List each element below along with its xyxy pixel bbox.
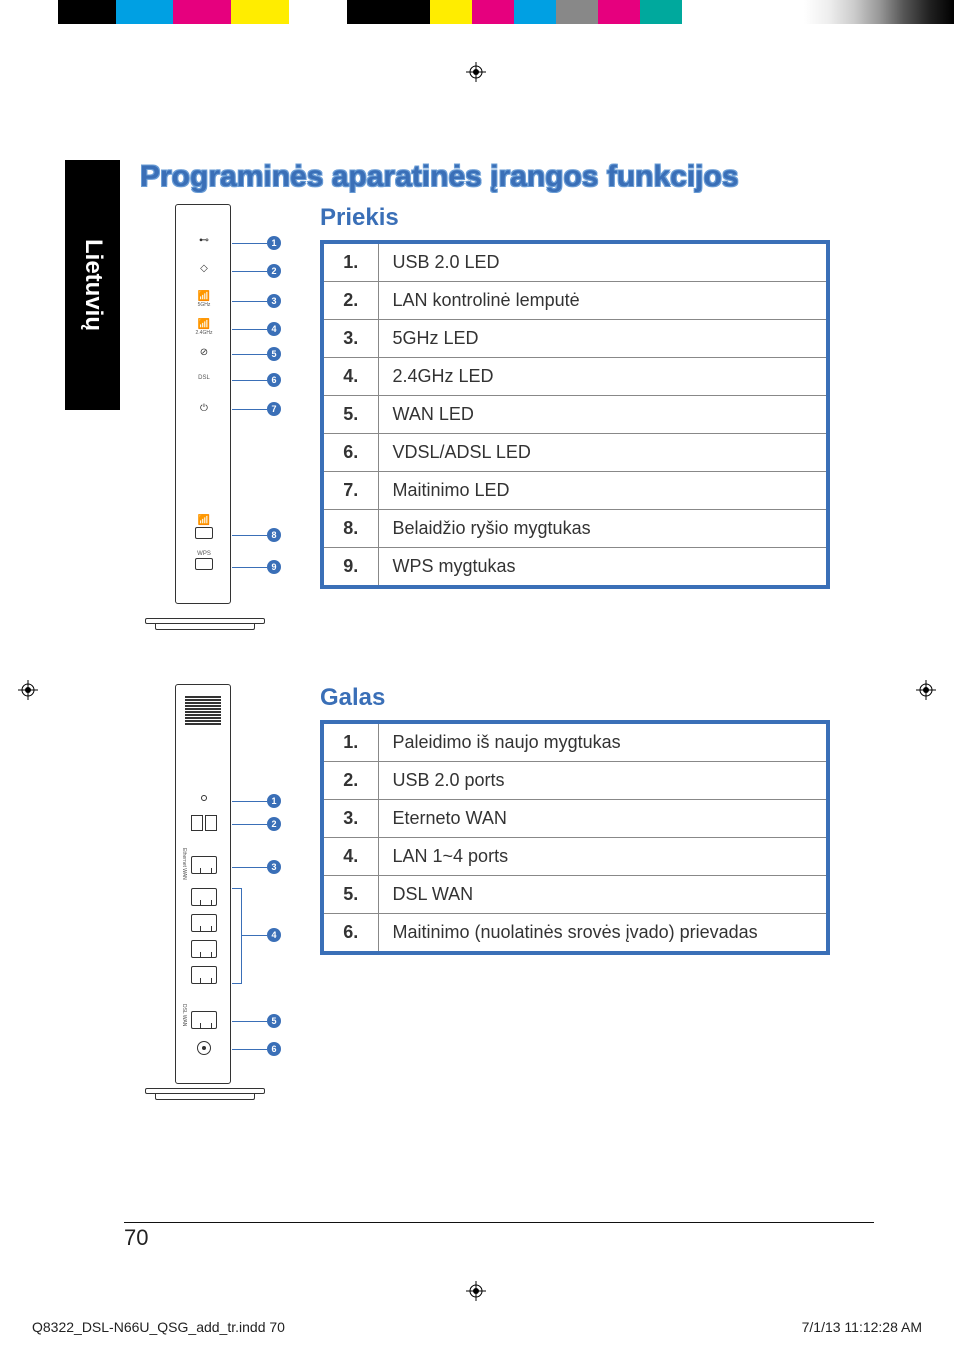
ethernet-port-icon: [191, 888, 217, 906]
callout-2: 2: [232, 264, 281, 278]
footer-timestamp: 7/1/13 11:12:28 AM: [802, 1319, 922, 1335]
table-row: 7.Maitinimo LED: [322, 472, 828, 510]
dc-port-icon: [197, 1041, 211, 1055]
front-diagram: ⊷ ◇ 📶5GHz 📶2.4GHz ⊘ DSL ⏻ 📶 WPS 1 2 3 4 …: [140, 204, 290, 644]
ethernet-port-icon: [191, 914, 217, 932]
table-row: 1.USB 2.0 LED: [322, 242, 828, 282]
registration-mark-bottom: [466, 1281, 486, 1301]
table-row: 6.VDSL/ADSL LED: [322, 434, 828, 472]
ethernet-port-icon: [191, 856, 217, 874]
registration-mark-top: [466, 62, 486, 82]
reset-hole-icon: [201, 795, 207, 801]
callout-r3: 3: [232, 860, 281, 874]
label-24ghz: 2.4GHz: [176, 330, 232, 336]
gradient-strip: [804, 0, 954, 24]
language-label: Lietuvių: [79, 239, 107, 331]
rear-diagram: Ethernet WAN DSL WAN 1 2 3 4 5 6: [140, 684, 290, 1114]
callout-5: 5: [232, 347, 281, 361]
footer-rule: [124, 1222, 874, 1223]
callout-r6: 6: [232, 1042, 281, 1056]
callout-4: 4: [232, 322, 281, 336]
usb-port-icon: [191, 815, 203, 831]
power-icon: ⏻: [200, 403, 208, 414]
callout-r1: 1: [232, 794, 281, 808]
table-row: 9.WPS mygtukas: [322, 548, 828, 588]
table-row: 3.5GHz LED: [322, 320, 828, 358]
table-row: 6.Maitinimo (nuolatinės srovės įvado) pr…: [322, 914, 828, 954]
table-row: 3.Eterneto WAN: [322, 800, 828, 838]
table-row: 5.WAN LED: [322, 396, 828, 434]
page-number: 70: [124, 1225, 148, 1251]
page-title: Programinės aparatinės įrangos funkcijos: [140, 160, 925, 194]
usb-port-icon: [205, 815, 217, 831]
table-row: 4.LAN 1~4 ports: [322, 838, 828, 876]
table-row: 1.Paleidimo iš naujo mygtukas: [322, 722, 828, 762]
table-row: 2.USB 2.0 ports: [322, 762, 828, 800]
registration-mark-left: [18, 680, 38, 700]
callout-r2: 2: [232, 817, 281, 831]
dsl-port-icon: [191, 1011, 217, 1029]
wifi-icon: 📶: [198, 319, 210, 330]
callout-8: 8: [232, 528, 281, 542]
callout-1: 1: [232, 236, 281, 250]
front-title: Priekis: [320, 204, 830, 232]
ethernet-port-icon: [191, 966, 217, 984]
label-5ghz: 5GHz: [176, 302, 232, 308]
ethernet-port-icon: [191, 940, 217, 958]
rear-title: Galas: [320, 684, 830, 712]
bracket-lan: [232, 888, 242, 984]
callout-3: 3: [232, 294, 281, 308]
wan-icon: ⊘: [200, 347, 208, 358]
language-tab: Lietuvių: [65, 160, 120, 410]
wifi-icon: 📶: [198, 291, 210, 302]
rear-table: 1.Paleidimo iš naujo mygtukas 2.USB 2.0 …: [320, 720, 830, 955]
cmyk-strip: [430, 0, 724, 24]
table-row: 5.DSL WAN: [322, 876, 828, 914]
label-dsl: DSL: [176, 375, 232, 381]
table-row: 2.LAN kontrolinė lemputė: [322, 282, 828, 320]
callout-r4: 4: [242, 928, 281, 942]
wifi-icon: 📶: [198, 515, 210, 526]
callout-6: 6: [232, 373, 281, 387]
callout-r5: 5: [232, 1014, 281, 1028]
lan-icon: ◇: [200, 263, 208, 274]
callout-7: 7: [232, 402, 281, 416]
table-row: 8.Belaidžio ryšio mygtukas: [322, 510, 828, 548]
label-wps: WPS: [176, 551, 232, 557]
usb-icon: ⊷: [199, 235, 209, 246]
footer-file-ref: Q8322_DSL-N66U_QSG_add_tr.indd 70: [32, 1319, 285, 1335]
table-row: 4.2.4GHz LED: [322, 358, 828, 396]
callout-9: 9: [232, 560, 281, 574]
front-table: 1.USB 2.0 LED 2.LAN kontrolinė lemputė 3…: [320, 240, 830, 589]
